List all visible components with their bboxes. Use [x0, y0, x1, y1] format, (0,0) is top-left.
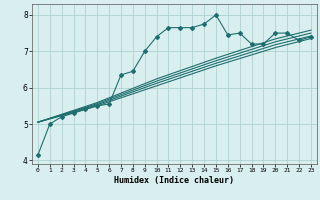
X-axis label: Humidex (Indice chaleur): Humidex (Indice chaleur): [115, 176, 234, 185]
